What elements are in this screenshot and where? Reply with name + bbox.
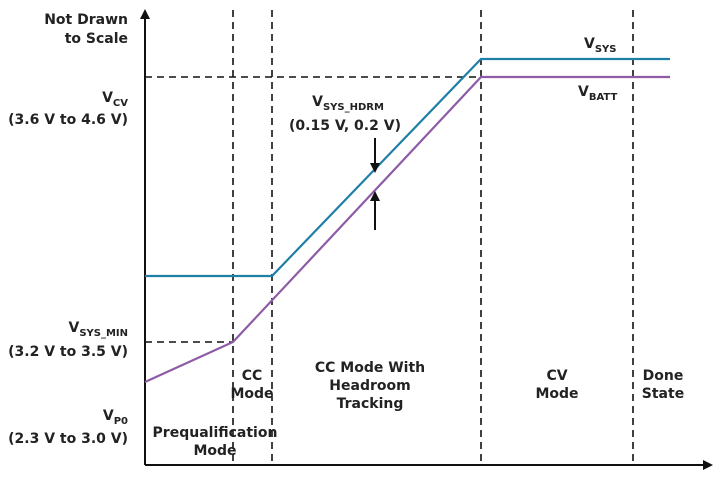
region-label: State (642, 386, 684, 402)
subscript: SYS_HDRM (323, 102, 384, 113)
y-range: (3.2 V to 3.5 V) (8, 344, 128, 360)
subscript: SYS_MIN (79, 328, 128, 339)
symbol: V (103, 408, 114, 424)
symbol: V (578, 84, 589, 100)
headroom-range: (0.15 V, 0.2 V) (289, 118, 401, 134)
region-label: Prequalification (153, 425, 278, 441)
y-label: VCV (102, 90, 128, 109)
symbol: V (584, 36, 595, 52)
region-label: CC Mode With (315, 360, 425, 376)
headroom-label: VSYS_HDRM (312, 94, 384, 113)
symbol: V (312, 94, 323, 110)
region-label: Mode (230, 386, 273, 402)
region-label: Done (643, 368, 684, 384)
y-label: VSYS_MIN (68, 320, 128, 339)
subscript: CV (113, 98, 128, 109)
region-label: Headroom (329, 378, 410, 394)
symbol: V (102, 90, 113, 106)
symbol: V (68, 320, 79, 336)
y-label: VP0 (103, 408, 128, 427)
region-label: Mode (193, 443, 236, 459)
vbatt-line (144, 75, 670, 384)
subscript: SYS (595, 44, 617, 55)
scale-note: to Scale (65, 31, 128, 47)
subscript: BATT (589, 92, 618, 103)
line-label: VSYS (584, 36, 617, 55)
guides (145, 10, 634, 465)
line-label: VBATT (578, 84, 617, 103)
subscript: P0 (114, 416, 128, 427)
region-label: CV (546, 368, 567, 384)
scale-note: Not Drawn (44, 12, 128, 28)
region-label: Tracking (337, 396, 404, 412)
region-label: CC (242, 368, 263, 384)
y-range: (2.3 V to 3.0 V) (8, 431, 128, 447)
y-range: (3.6 V to 4.6 V) (8, 112, 128, 128)
region-label: Mode (535, 386, 578, 402)
